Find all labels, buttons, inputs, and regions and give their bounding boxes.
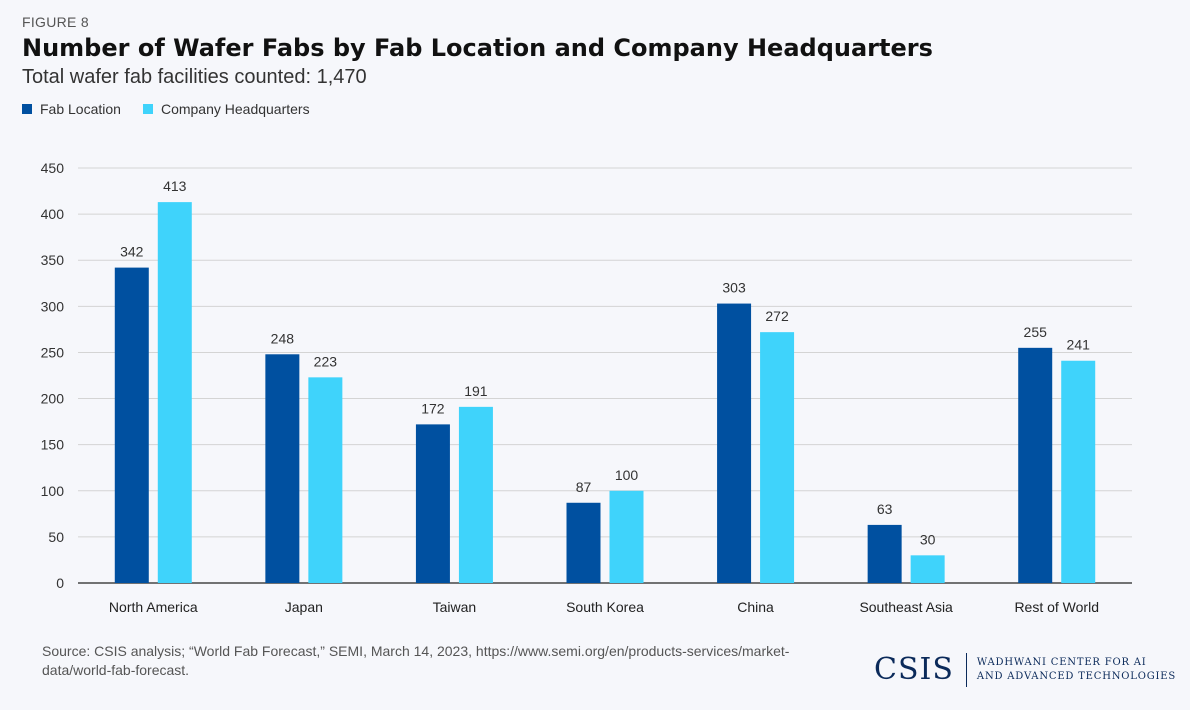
bar-southeast-asia-fab-location (867, 524, 902, 583)
legend-label-company-hq: Company Headquarters (160, 101, 310, 117)
logo-subtitle-line-1: WADHWANI CENTER FOR AI (976, 656, 1147, 668)
y-tick-label: 300 (41, 298, 65, 314)
y-tick-label: 250 (41, 344, 65, 360)
csis-logo: CSIS WADHWANI CENTER FOR AI AND ADVANCED… (874, 652, 1176, 687)
bar-china-fab-location (717, 303, 752, 583)
bar-japan-fab-location (265, 354, 300, 583)
x-tick-label: North America (109, 599, 198, 615)
x-tick-label: South Korea (566, 599, 644, 615)
chart-subtitle: Total wafer fab facilities counted: 1,47… (22, 66, 367, 88)
chart-legend: Fab Location Company Headquarters (22, 101, 332, 117)
data-label: 100 (615, 467, 639, 483)
y-tick-label: 50 (48, 529, 64, 545)
logo-subtitle: WADHWANI CENTER FOR AI AND ADVANCED TECH… (977, 656, 1176, 684)
y-tick-label: 100 (41, 483, 65, 499)
bar-southeast-asia-company-hq (910, 555, 945, 583)
legend-swatch-fab-location (22, 104, 32, 114)
legend-label-fab-location: Fab Location (40, 101, 121, 117)
x-tick-label: Rest of World (1014, 599, 1099, 615)
y-tick-label: 200 (41, 391, 65, 407)
figure-label: FIGURE 8 (22, 14, 89, 30)
bar-japan-company-hq (308, 377, 343, 583)
data-label: 303 (722, 280, 746, 296)
bar-taiwan-company-hq (458, 406, 493, 583)
data-label: 248 (271, 330, 295, 346)
data-label: 63 (877, 501, 893, 517)
data-label: 172 (421, 400, 445, 416)
legend-swatch-company-hq (142, 104, 153, 114)
logo-wordmark: CSIS (874, 652, 954, 687)
x-tick-label: Taiwan (433, 599, 477, 615)
bar-taiwan-fab-location (415, 424, 450, 583)
y-tick-label: 350 (41, 252, 65, 268)
bar-north-america-fab-location (114, 267, 149, 583)
y-tick-label: 400 (41, 206, 65, 222)
data-label: 272 (765, 308, 789, 324)
bar-north-america-company-hq (157, 202, 192, 583)
data-label: 413 (163, 178, 187, 194)
logo-subtitle-line-2: AND ADVANCED TECHNOLOGIES (976, 670, 1177, 682)
x-tick-label: Japan (285, 599, 323, 615)
y-tick-label: 150 (41, 437, 65, 453)
legend-item-company-hq: Company Headquarters (142, 101, 310, 117)
legend-item-fab-location: Fab Location (22, 101, 121, 117)
y-tick-label: 0 (56, 575, 64, 591)
x-tick-label: China (737, 599, 774, 615)
data-label: 342 (120, 244, 144, 260)
data-label: 223 (314, 353, 338, 369)
data-label: 255 (1024, 324, 1048, 340)
x-tick-label: Southeast Asia (859, 599, 953, 615)
bar-rest-of-world-fab-location (1018, 347, 1053, 583)
data-label: 87 (576, 479, 592, 495)
data-label: 191 (464, 383, 488, 399)
bar-south-korea-company-hq (609, 490, 644, 583)
chart-title: Number of Wafer Fabs by Fab Location and… (22, 34, 933, 62)
bar-south-korea-fab-location (566, 502, 601, 583)
source-note: Source: CSIS analysis; “World Fab Foreca… (42, 643, 790, 678)
bar-rest-of-world-company-hq (1061, 360, 1096, 583)
data-label: 241 (1067, 337, 1091, 353)
y-tick-label: 450 (41, 160, 65, 176)
data-label: 30 (920, 531, 936, 547)
logo-divider (965, 652, 967, 687)
bar-chart: 0 50 100 150 200 250 300 350 400 450 342 413 North A… (41, 160, 1132, 615)
bar-china-company-hq (760, 332, 795, 583)
